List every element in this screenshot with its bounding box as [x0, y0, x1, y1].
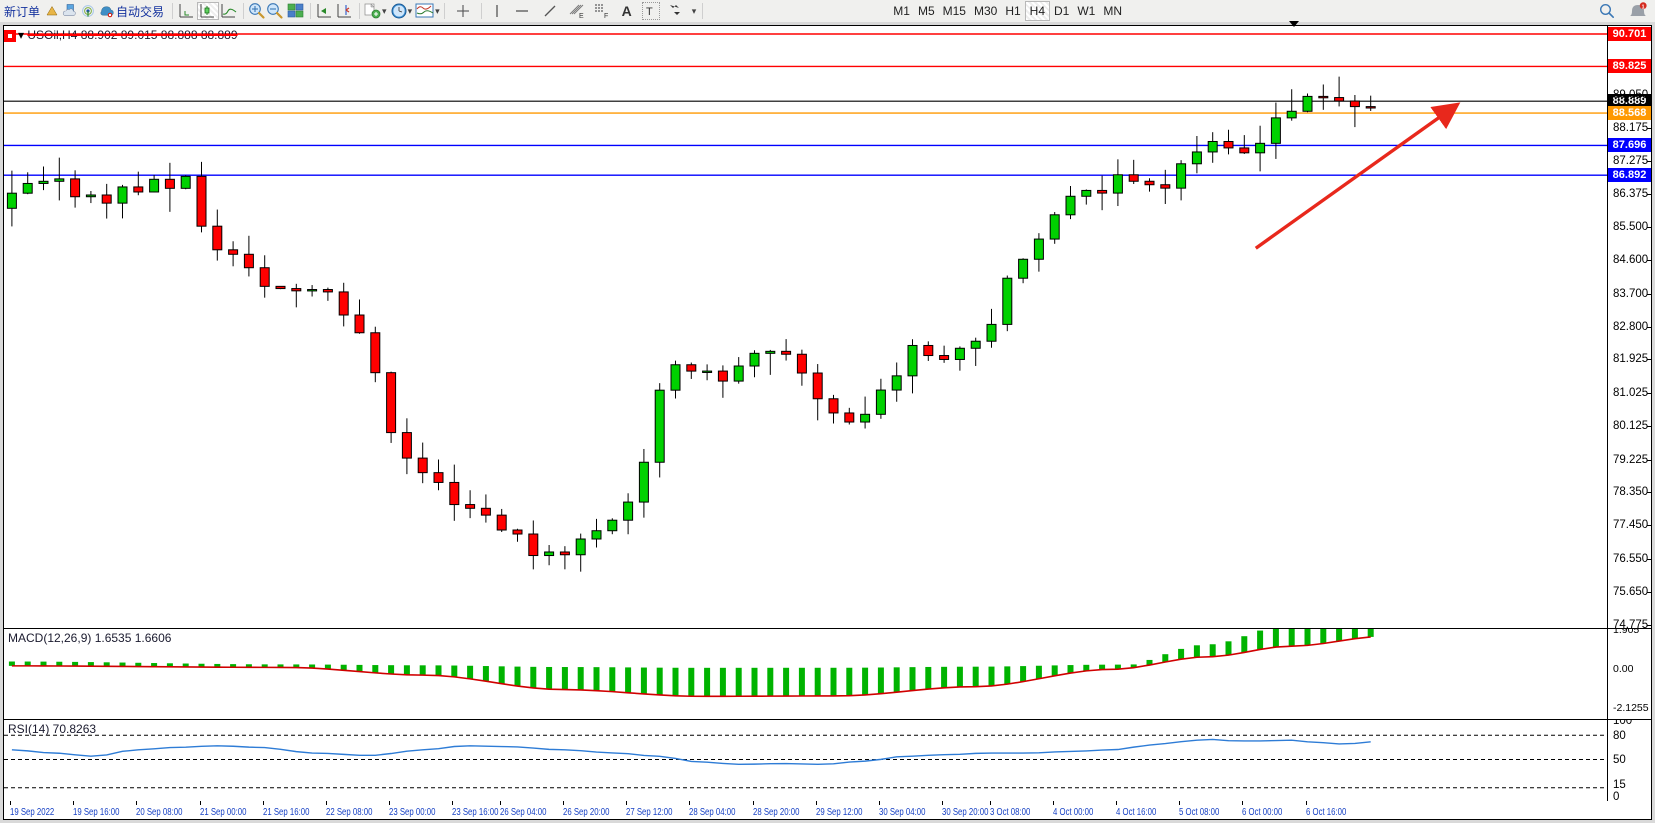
svg-text:1: 1 [1642, 4, 1645, 10]
svg-text:T: T [646, 6, 653, 18]
svg-text:E: E [579, 13, 584, 19]
svg-text:F: F [604, 13, 608, 19]
